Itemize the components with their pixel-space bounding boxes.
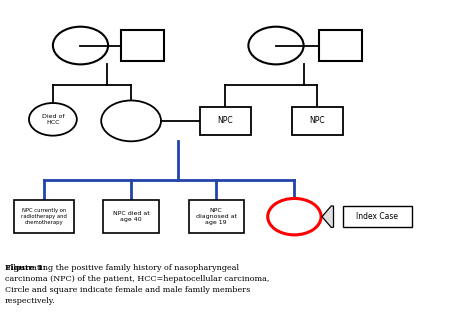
Text: NPC
diagnosed at
age 19: NPC diagnosed at age 19 bbox=[195, 208, 236, 225]
Bar bbox=[120, 30, 164, 61]
Bar bbox=[291, 107, 342, 135]
Text: NPC died at
age 40: NPC died at age 40 bbox=[112, 211, 149, 222]
Bar bbox=[318, 30, 362, 61]
Bar bbox=[200, 107, 250, 135]
Text: NPC: NPC bbox=[309, 116, 325, 125]
Text: Died of
HCC: Died of HCC bbox=[42, 114, 64, 125]
Text: Illustrating the positive family history of nasopharyngeal
carcinoma (NPC) of th: Illustrating the positive family history… bbox=[5, 264, 269, 306]
Bar bbox=[342, 206, 411, 227]
Text: NPC currently on
radiotherapy and
chemotherapy: NPC currently on radiotherapy and chemot… bbox=[21, 208, 67, 225]
Polygon shape bbox=[321, 206, 333, 227]
Text: Figure 1:: Figure 1: bbox=[5, 264, 45, 272]
Text: Index Case: Index Case bbox=[355, 212, 397, 221]
Text: NPC: NPC bbox=[217, 116, 233, 125]
Bar bbox=[103, 200, 158, 233]
Bar bbox=[14, 200, 73, 233]
Bar bbox=[188, 200, 243, 233]
